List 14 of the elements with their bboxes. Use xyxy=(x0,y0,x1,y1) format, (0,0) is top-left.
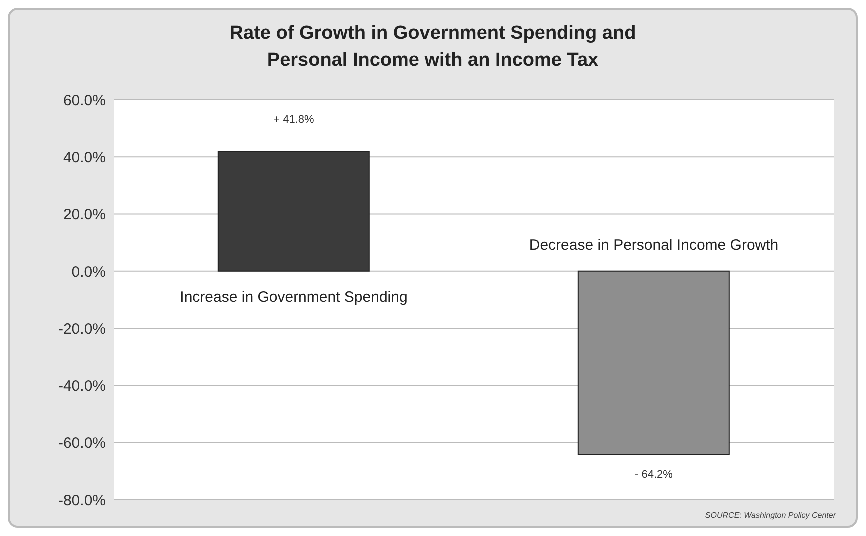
y-tick-label: 0.0% xyxy=(72,264,106,281)
y-tick-label: 60.0% xyxy=(63,92,106,110)
x-tick-label: Decrease in Personal Income Growth xyxy=(528,237,780,254)
x-tick-label: Increase in Government Spending xyxy=(179,289,409,306)
data-label: - 64.2% xyxy=(634,468,674,481)
data-label: + 41.8% xyxy=(272,114,316,126)
y-tick-label: -40.0% xyxy=(58,378,106,396)
y-tick-label: -20.0% xyxy=(58,320,106,338)
y-tick-label: -80.0% xyxy=(58,492,106,510)
y-tick-label: 20.0% xyxy=(63,206,106,224)
source-note: SOURCE: Washington Policy Center xyxy=(705,511,836,520)
y-tick-label: 40.0% xyxy=(63,149,106,166)
y-tick-label: -60.0% xyxy=(58,435,106,452)
chart-title: Rate of Growth in Government Spending and Personal Income with an Income Tax xyxy=(228,22,638,73)
